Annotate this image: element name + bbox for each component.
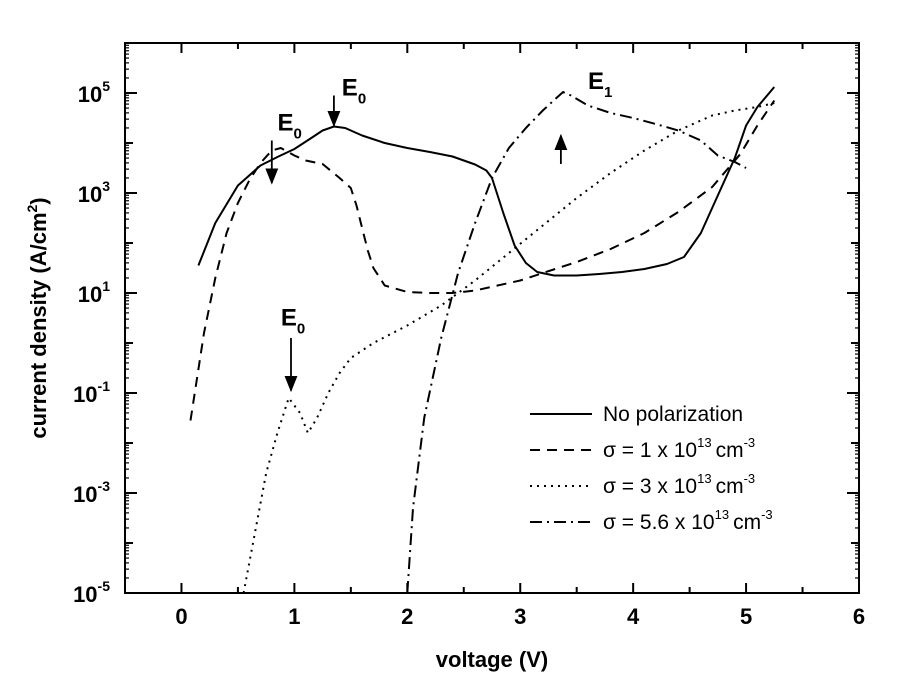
y-tick-label: 10-3 — [73, 478, 110, 507]
x-tick-label: 6 — [853, 604, 865, 629]
plot-frame — [124, 42, 860, 594]
annotation-label: E0 — [281, 305, 305, 338]
y-tick-label: 10-5 — [73, 578, 110, 607]
y-ticks: 105 103 101 10-1 10-3 10-5 — [73, 42, 859, 607]
y-axis-title-close: ) — [26, 197, 51, 204]
annotation-label: E0 — [277, 110, 301, 143]
series-line-2 — [189, 99, 776, 421]
y-axis-title-sup: 2 — [24, 204, 40, 212]
legend: No polarization σ = 1 x 1013 cm-3 σ = 3 x 1… — [530, 403, 773, 534]
legend-label-1: No polarization — [603, 403, 743, 426]
x-tick-label: 0 — [175, 604, 187, 629]
legend-label-4: σ = 5.6 x 1013 cm-3 — [603, 507, 773, 534]
y-axis-title: current density (A/cm2) — [24, 197, 51, 438]
legend-label-3: σ = 3 x 1013 cm-3 — [603, 471, 755, 498]
x-tick-label: 2 — [401, 604, 413, 629]
y-minor-ticks — [125, 44, 859, 579]
series-line-3 — [242, 102, 775, 593]
x-tick-label: 3 — [514, 604, 526, 629]
y-tick-label: 101 — [78, 278, 110, 307]
annotation-label: E0 — [342, 75, 366, 108]
annotation-label: E1 — [588, 68, 612, 101]
annotations: E0 E0 E1 E0 — [265, 68, 612, 393]
y-tick-label: 105 — [78, 78, 110, 107]
x-axis-title: voltage (V) — [436, 647, 548, 672]
series-line-4 — [406, 91, 747, 593]
x-tick-label: 5 — [740, 604, 752, 629]
legend-label-2: σ = 1 x 1013 cm-3 — [603, 435, 755, 462]
x-tick-label: 4 — [627, 604, 640, 629]
y-axis-title-main: current density (A/cm — [26, 212, 51, 438]
y-tick-label: 10-1 — [73, 378, 110, 407]
x-tick-label: 1 — [288, 604, 300, 629]
series-lines — [189, 86, 776, 593]
y-tick-label: 103 — [78, 178, 110, 207]
